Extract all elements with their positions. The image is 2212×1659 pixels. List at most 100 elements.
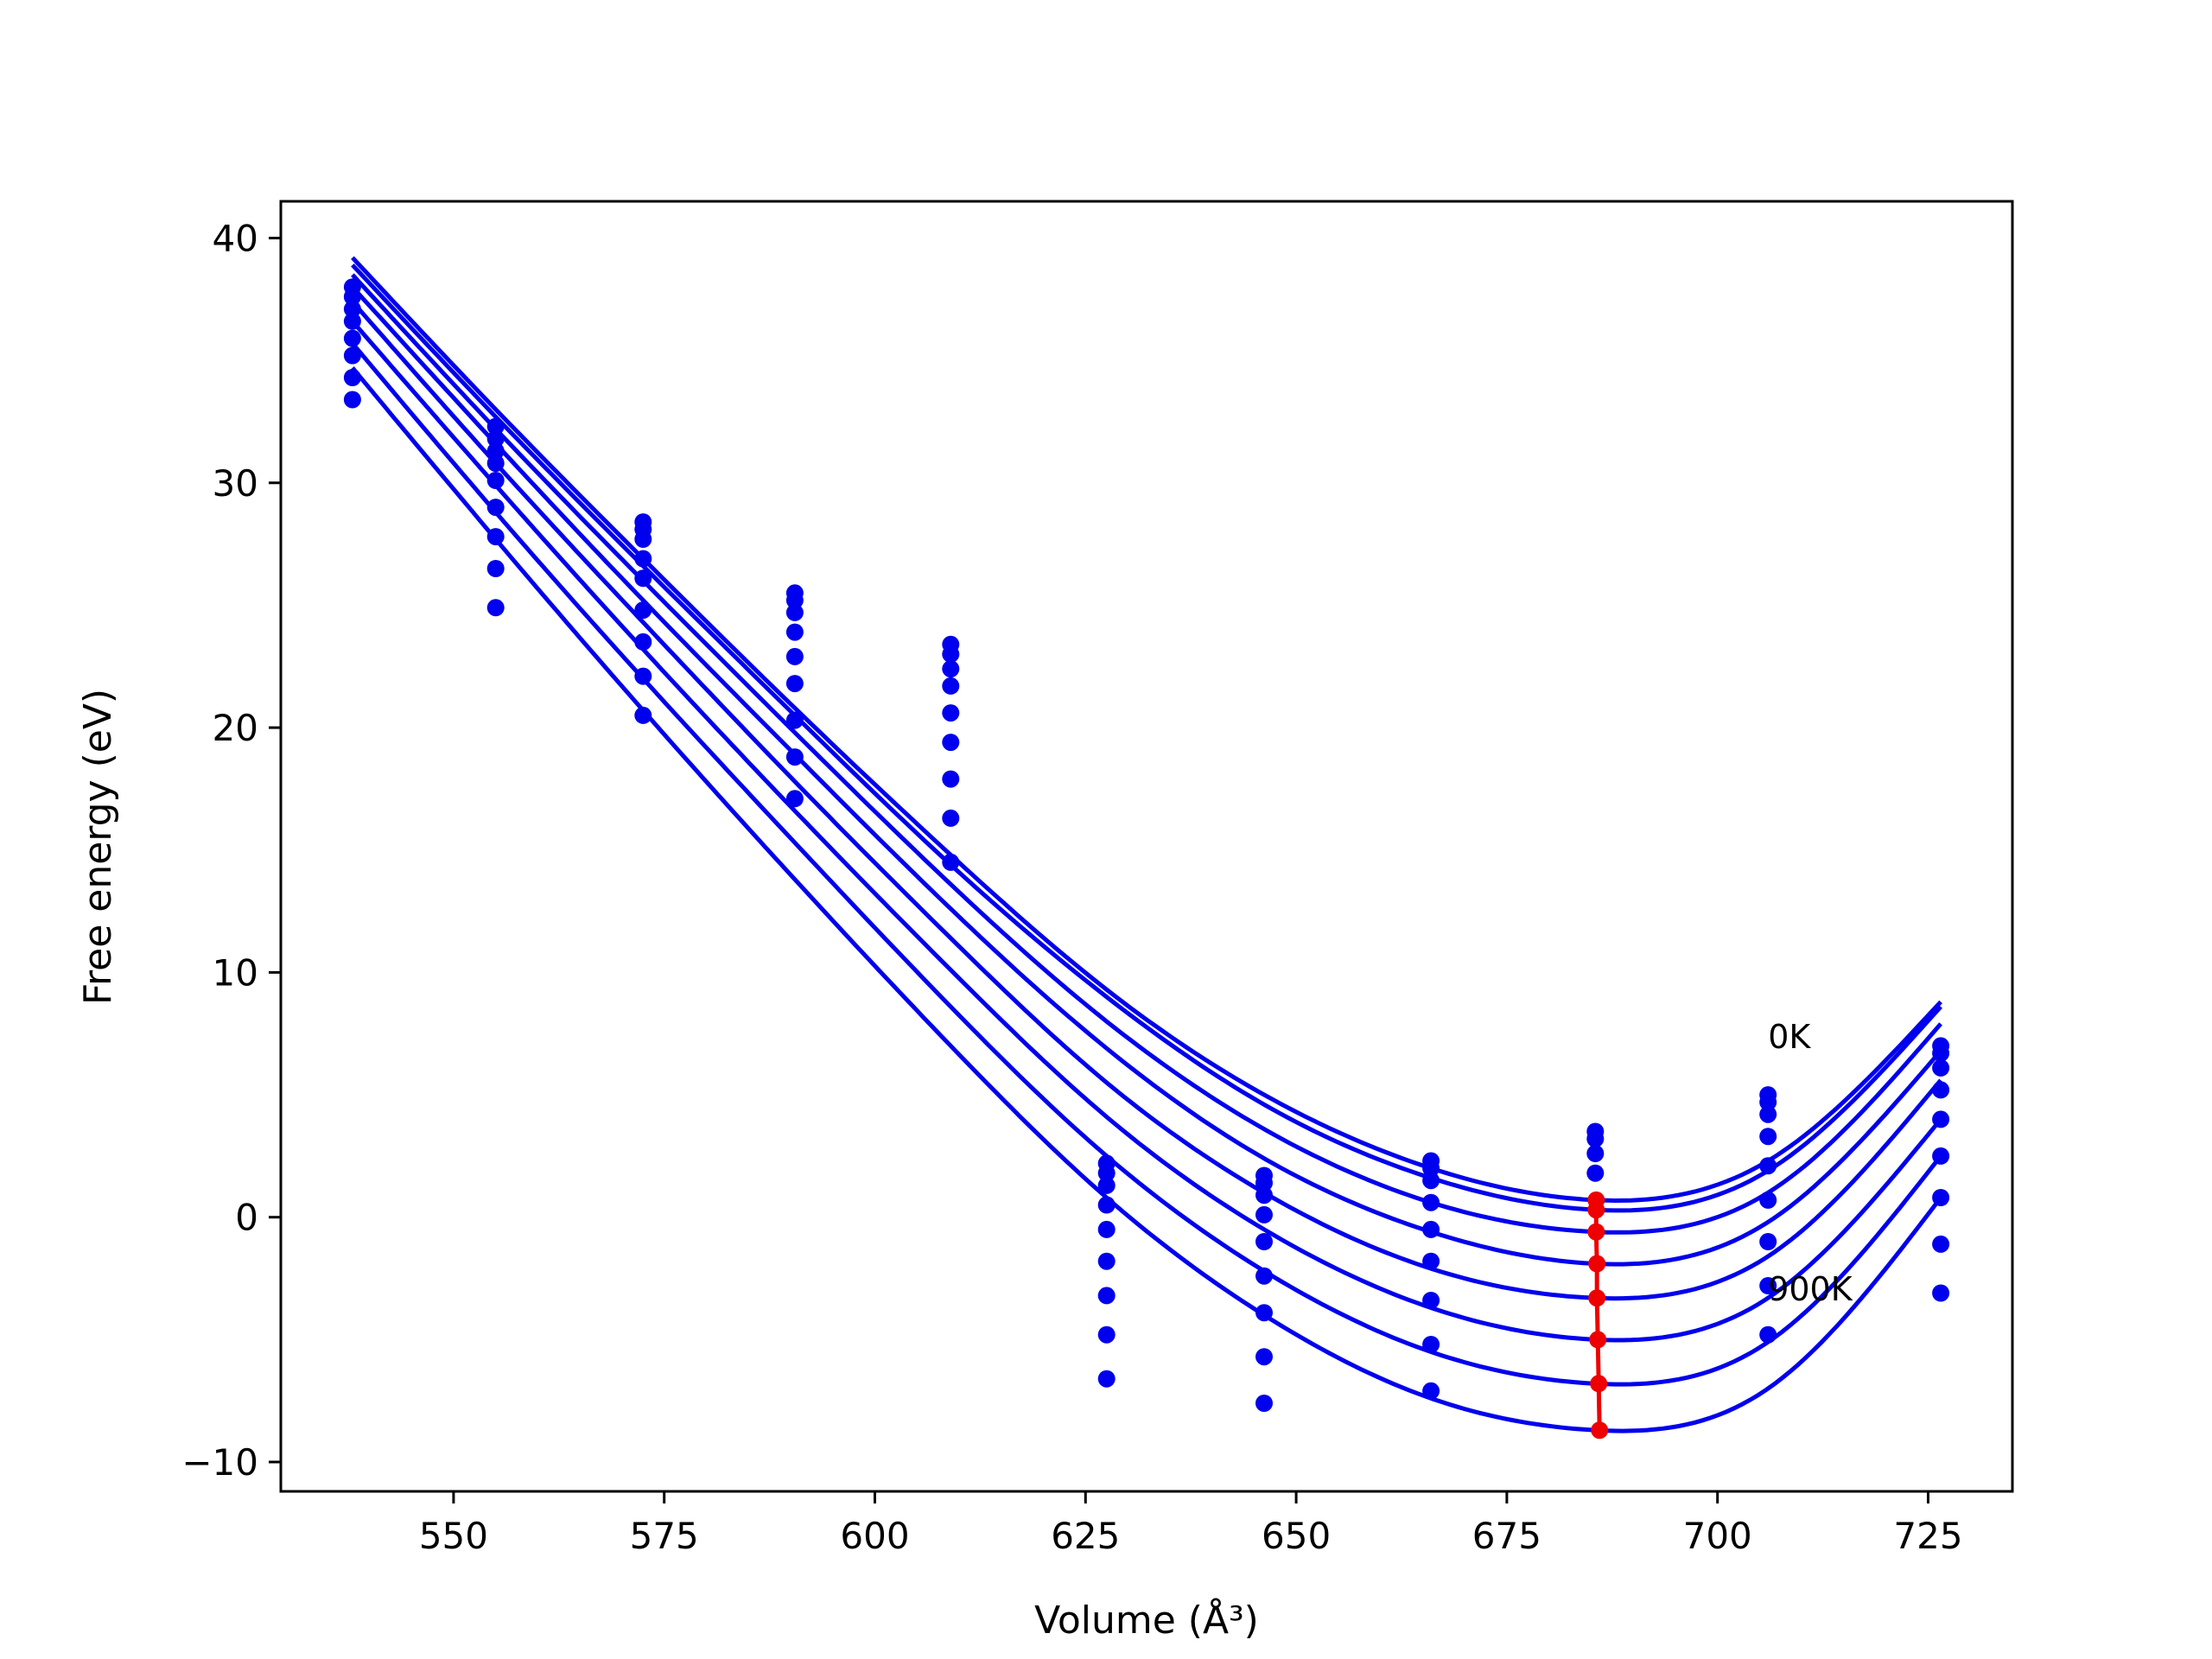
data-point	[486, 429, 505, 448]
data-point	[343, 300, 361, 318]
data-point	[1422, 1292, 1440, 1309]
data-point	[1586, 1130, 1605, 1147]
data-point	[1097, 1370, 1116, 1388]
data-point	[343, 329, 361, 347]
x-tick-label: 625	[1051, 1515, 1120, 1557]
data-point	[343, 369, 361, 386]
minimum-point	[1587, 1223, 1605, 1241]
data-point	[1097, 1287, 1116, 1305]
data-point	[1097, 1196, 1116, 1214]
y-tick-label: 30	[213, 462, 258, 505]
data-point	[1759, 1093, 1777, 1111]
x-axis-label: Volume (Å³)	[1034, 1597, 1259, 1643]
data-point	[1422, 1336, 1440, 1353]
data-point	[1932, 1147, 1950, 1165]
data-point	[785, 748, 804, 766]
x-tick-label: 550	[419, 1515, 488, 1557]
data-point	[634, 601, 652, 620]
data-point	[634, 667, 652, 685]
data-point	[1422, 1220, 1440, 1238]
data-point	[785, 647, 804, 665]
minimum-point	[1590, 1375, 1608, 1393]
data-point	[486, 454, 505, 473]
data-point	[1759, 1105, 1777, 1123]
data-point	[785, 623, 804, 641]
data-point	[486, 442, 505, 460]
minimum-point	[1588, 1255, 1606, 1273]
data-point	[1932, 1058, 1950, 1077]
data-point	[785, 603, 804, 621]
y-tick-label: 0	[235, 1197, 258, 1239]
minimum-point	[1588, 1289, 1606, 1307]
data-point	[1932, 1235, 1950, 1253]
data-point	[1932, 1044, 1950, 1062]
data-point	[1255, 1395, 1273, 1412]
minimum-path	[1587, 1191, 1609, 1440]
fitted-curve-8	[350, 366, 1943, 1433]
data-point	[1759, 1233, 1777, 1250]
data-point	[1097, 1325, 1116, 1344]
x-tick-label: 725	[1893, 1515, 1962, 1557]
y-tick-label: 20	[213, 707, 258, 749]
data-point	[343, 288, 361, 306]
data-point	[785, 675, 804, 693]
fitted-curve-3	[351, 273, 1942, 1235]
plot-frame	[279, 200, 2014, 1493]
data-point	[942, 677, 960, 695]
data-point	[486, 417, 505, 435]
x-tick-label: 575	[630, 1515, 699, 1557]
data-point	[1255, 1174, 1273, 1192]
data-point	[1422, 1160, 1440, 1177]
data-point	[1932, 1189, 1950, 1206]
fitted-curve-5	[351, 300, 1943, 1301]
x-tick-label: 700	[1683, 1515, 1752, 1557]
data-point	[942, 809, 960, 827]
fitted-curve-2	[351, 263, 1942, 1213]
data-point	[1759, 1191, 1777, 1209]
data-point	[634, 706, 652, 724]
data-point	[942, 704, 960, 722]
fitted-curve-4	[351, 285, 1942, 1267]
y-axis-ticks: −10 0 10 20 30 40	[181, 217, 281, 1484]
fitted-curve-1	[351, 256, 1942, 1204]
data-point	[1097, 1164, 1116, 1182]
fitted-curves	[350, 256, 1943, 1433]
data-point	[1097, 1220, 1116, 1238]
data-point	[1586, 1164, 1605, 1182]
data-point	[486, 560, 505, 577]
data-point	[1097, 1176, 1116, 1194]
data-point	[1932, 1110, 1950, 1128]
data-point	[1097, 1252, 1116, 1270]
data-point	[942, 770, 960, 788]
data-point	[1255, 1233, 1273, 1250]
data-point	[1586, 1145, 1605, 1162]
y-tick-label: 40	[213, 217, 258, 259]
data-point	[785, 790, 804, 808]
temperature-annotation: 900K	[1768, 1270, 1853, 1308]
data-point	[1759, 1277, 1777, 1294]
y-axis-label: Free energy (eV)	[76, 689, 120, 1005]
data-point	[1422, 1252, 1440, 1270]
data-point	[634, 632, 652, 651]
data-point	[634, 550, 652, 568]
y-tick-label: 10	[213, 951, 258, 994]
temperature-annotation: 0K	[1768, 1018, 1811, 1056]
data-point	[343, 312, 361, 330]
data-point	[942, 853, 960, 871]
data-point	[1255, 1348, 1273, 1366]
data-point	[1759, 1157, 1777, 1175]
x-tick-label: 600	[840, 1515, 909, 1557]
data-point	[942, 660, 960, 678]
fitted-curve-7	[350, 341, 1943, 1387]
data-point	[785, 711, 804, 729]
data-points	[343, 278, 1950, 1412]
annotations: 0K 900K	[1768, 1018, 1853, 1308]
fitted-curve-6	[351, 320, 1943, 1343]
data-point	[942, 734, 960, 752]
data-point	[634, 531, 652, 548]
x-tick-label: 675	[1472, 1515, 1541, 1557]
minimum-point	[1587, 1201, 1605, 1219]
data-point	[1932, 1284, 1950, 1302]
data-point	[1422, 1382, 1440, 1400]
